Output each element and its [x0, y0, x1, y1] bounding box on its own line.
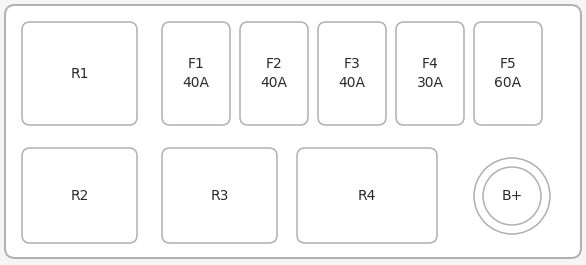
FancyBboxPatch shape — [474, 22, 542, 125]
FancyBboxPatch shape — [162, 22, 230, 125]
FancyBboxPatch shape — [318, 22, 386, 125]
Text: F1
40A: F1 40A — [182, 57, 210, 90]
Text: F5
60A: F5 60A — [495, 57, 522, 90]
Text: R2: R2 — [70, 188, 88, 202]
Text: F2
40A: F2 40A — [261, 57, 288, 90]
Text: R4: R4 — [358, 188, 376, 202]
Ellipse shape — [483, 167, 541, 225]
Ellipse shape — [474, 158, 550, 234]
FancyBboxPatch shape — [240, 22, 308, 125]
FancyBboxPatch shape — [162, 148, 277, 243]
Text: B+: B+ — [502, 189, 523, 203]
Text: R3: R3 — [210, 188, 229, 202]
Text: F4
30A: F4 30A — [417, 57, 444, 90]
FancyBboxPatch shape — [22, 148, 137, 243]
FancyBboxPatch shape — [297, 148, 437, 243]
Text: F3
40A: F3 40A — [339, 57, 366, 90]
FancyBboxPatch shape — [22, 22, 137, 125]
FancyBboxPatch shape — [396, 22, 464, 125]
Text: R1: R1 — [70, 67, 88, 81]
FancyBboxPatch shape — [5, 5, 581, 258]
